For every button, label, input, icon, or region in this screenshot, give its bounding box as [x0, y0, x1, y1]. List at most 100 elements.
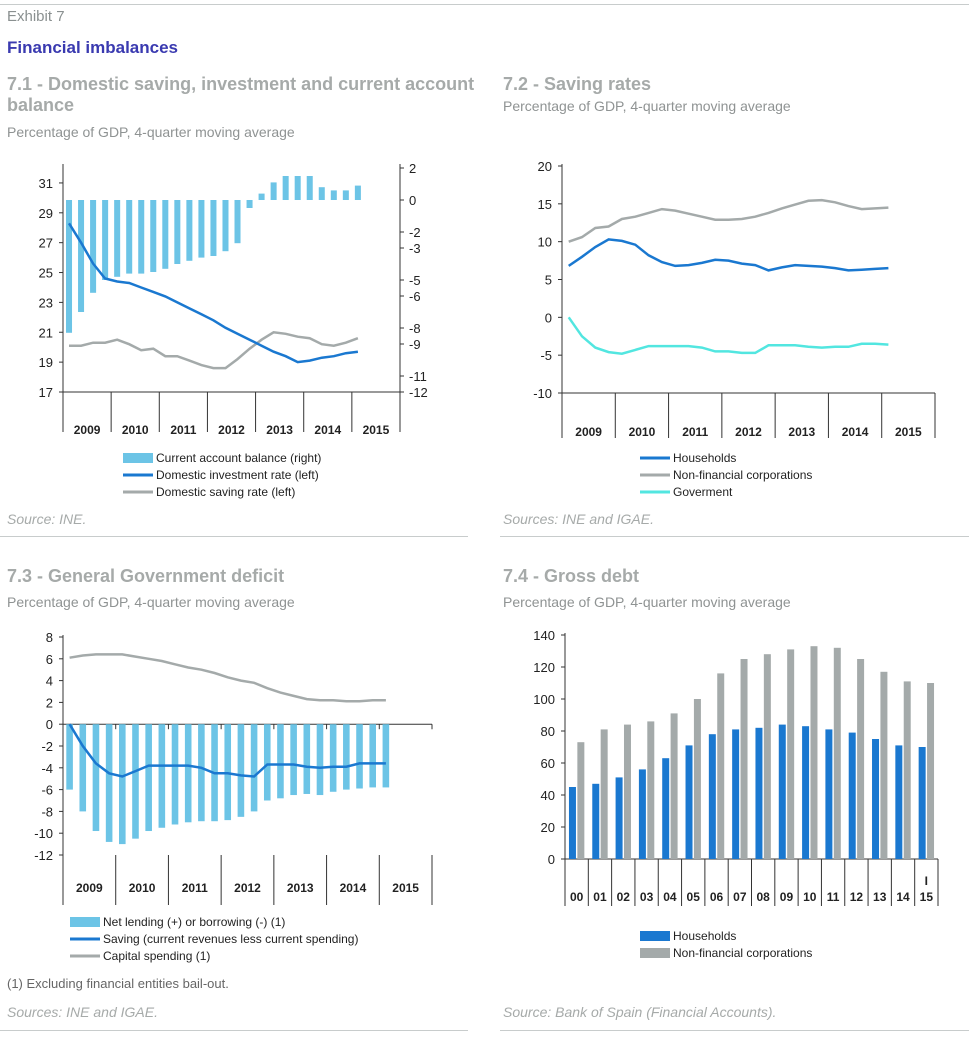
c72-x-label-2011: 2011	[682, 425, 708, 439]
chart-7-3: -12 -10 -8 -6 -4 -2 0 2 4 6 8 2009 2010 2011 2012 2013 2…	[34, 630, 433, 963]
c73-legend-label: Capital spending (1)	[103, 949, 210, 963]
c74-ylabel: 40	[541, 788, 555, 803]
c71-legend-swatch	[123, 453, 153, 463]
c71-ylabel-right: -9	[409, 337, 421, 352]
c71-legend-label: Domestic saving rate (left)	[156, 485, 295, 499]
c74-bar-nfc	[600, 729, 608, 859]
c74-bar-nfc	[623, 724, 631, 859]
c74-bar-households	[592, 783, 600, 859]
c71-ylabel-left: 31	[39, 176, 53, 191]
c72-line-1	[568, 198, 889, 243]
panel-7-4-title: 7.4 - Gross debt	[503, 566, 640, 586]
c71-bar	[354, 185, 361, 200]
c74-bar-nfc	[810, 646, 818, 859]
c71-bar	[294, 176, 301, 200]
c73-bar	[369, 724, 376, 788]
panel-7-1-subtitle: Percentage of GDP, 4-quarter moving aver…	[7, 124, 295, 140]
c74-ylabel: 0	[548, 852, 555, 867]
c73-ylabel: 0	[46, 717, 53, 732]
c74-bar-households	[638, 769, 646, 859]
c74-bar-households	[685, 745, 693, 859]
c73-x-label-2011: 2011	[182, 881, 208, 895]
c73-bar	[290, 724, 297, 796]
c71-ylabel-left: 27	[39, 236, 53, 251]
c71-bar	[174, 200, 181, 264]
c74-bar-households	[848, 732, 856, 859]
c71-bar	[126, 200, 133, 274]
c73-ylabel: -4	[41, 761, 53, 776]
c74-x-label-02: 02	[617, 890, 631, 904]
c73-legend-label: Net lending (+) or borrowing (-) (1)	[103, 915, 285, 929]
c74-bar-households	[662, 758, 670, 859]
c73-bar	[343, 724, 350, 790]
c71-bar	[330, 190, 337, 200]
c74-bar-nfc	[927, 683, 935, 859]
panel-7-2-subtitle: Percentage of GDP, 4-quarter moving aver…	[503, 98, 791, 114]
c74-bar-nfc	[787, 649, 795, 859]
c72-legend-label: Households	[673, 451, 736, 465]
panel-7-1-rule	[0, 536, 468, 537]
c71-bar	[78, 200, 85, 312]
c74-x-label-08: 08	[756, 890, 770, 904]
c74-x-label-09: 09	[780, 890, 794, 904]
c71-bar	[342, 190, 349, 200]
c73-x-label-2012: 2012	[234, 881, 261, 895]
c73-ylabel: 2	[46, 695, 53, 710]
c74-ylabel: 140	[533, 628, 555, 643]
c74-bar-nfc	[763, 654, 771, 859]
c74-bar-nfc	[577, 742, 585, 859]
panel-7-4-subtitle: Percentage of GDP, 4-quarter moving aver…	[503, 594, 791, 610]
c73-bar	[92, 724, 100, 832]
c72-legend-label: Goverment	[673, 485, 733, 499]
exhibit-label: Exhibit 7	[7, 8, 65, 25]
c71-bar	[102, 200, 109, 280]
c73-ylabel: 4	[46, 674, 53, 689]
c74-bar-nfc	[903, 681, 911, 859]
c73-bar	[316, 724, 324, 796]
panel-7-3-title: 7.3 - General Government deficit	[7, 566, 285, 586]
c72-ylabel: 5	[545, 273, 552, 288]
c73-x-label-2010: 2010	[129, 881, 156, 895]
c73-bar	[119, 724, 126, 845]
c71-legend-label: Domestic investment rate (left)	[156, 468, 319, 482]
c73-line-0	[69, 653, 386, 703]
c71-x-label-2011: 2011	[170, 423, 196, 437]
c72-ylabel: 20	[538, 159, 552, 174]
c73-bar	[263, 724, 271, 801]
panel-7-4-source: Source: Bank of Spain (Financial Account…	[503, 1004, 777, 1020]
c74-x-label-14: 14	[896, 890, 910, 904]
c74-bar-nfc	[833, 647, 841, 859]
c73-ylabel: -8	[41, 804, 53, 819]
c73-bar	[356, 724, 363, 789]
panel-7-3-rule	[0, 1030, 468, 1031]
panel-7-2-source: Sources: INE and IGAE.	[503, 511, 654, 527]
c71-ylabel-left: 17	[39, 385, 53, 400]
panel-7-2-title: 7.2 - Saving rates	[503, 74, 652, 94]
c71-ylabel-left: 19	[39, 355, 53, 370]
c71-bar	[246, 200, 253, 208]
c71-ylabel-left: 25	[39, 266, 53, 281]
panel-7-1-source: Source: INE.	[7, 511, 87, 527]
chart-7-1: 17 19 21 23 25 27 29 31 -12-11 -9-8 -6-5 -3-2 0 2 2009…	[39, 161, 428, 499]
c74-ylabel: 80	[541, 724, 555, 739]
c74-x-label-01: 01	[593, 890, 607, 904]
c74-legend-swatch	[640, 931, 670, 941]
c74-bar-households	[732, 729, 740, 859]
c73-bar	[145, 724, 152, 832]
panel-7-4-rule	[500, 1030, 969, 1031]
c71-x-label-2014: 2014	[314, 423, 341, 437]
c73-bar	[105, 724, 113, 842]
c71-ylabel-right: -5	[409, 273, 421, 288]
c73-bar	[303, 724, 311, 794]
c73-bar	[132, 724, 139, 839]
c71-line-investment	[67, 222, 359, 364]
c74-bar-households	[615, 777, 623, 859]
c71-x-label-2015: 2015	[363, 423, 390, 437]
c71-bar	[66, 200, 73, 333]
c73-bar	[184, 724, 192, 823]
top-rule	[0, 4, 969, 5]
c72-ylabel: 0	[545, 310, 552, 325]
c71-ylabel-left: 21	[39, 325, 53, 340]
c73-ylabel: -12	[34, 848, 53, 863]
